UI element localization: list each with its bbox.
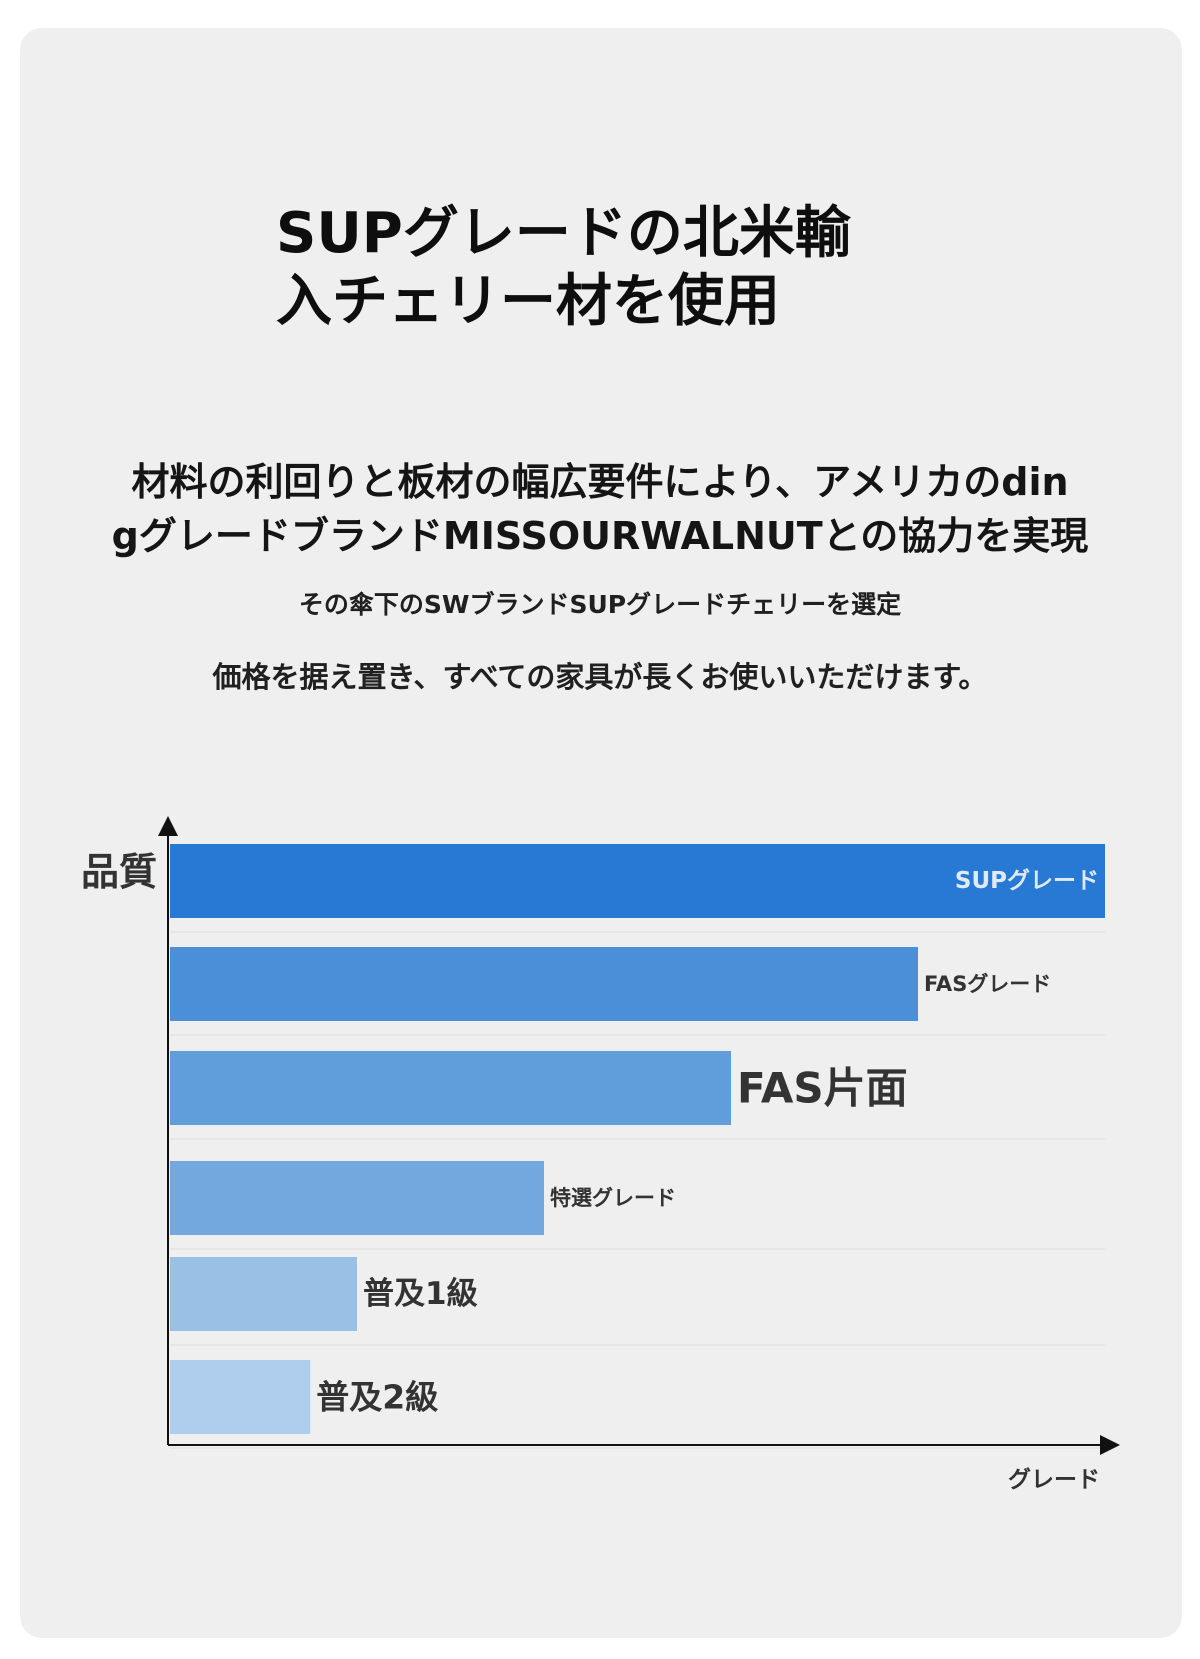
bar xyxy=(170,844,1105,918)
title-line-1: SUPグレードの北米輸 xyxy=(276,201,851,266)
bar-label: FASグレード xyxy=(924,972,1051,996)
y-axis-label: 品質 xyxy=(81,850,157,894)
note-line-1: その傘下のSWブランドSUPグレードチェリーを選定 xyxy=(298,590,902,619)
bar-label: 普及1級 xyxy=(363,1276,478,1312)
page-title: SUPグレードの北米輸 入チェリー材を使用 xyxy=(276,200,896,336)
subtitle-line-1: 材料の利回りと板材の幅広要件により、アメリカのdin xyxy=(131,460,1069,504)
bar-label: 特選グレード xyxy=(550,1186,676,1210)
bar xyxy=(170,947,918,1021)
bar-label: 普及2級 xyxy=(316,1378,438,1417)
bar xyxy=(170,1360,311,1434)
bar-label: SUPグレード xyxy=(955,867,1099,894)
bar xyxy=(170,1051,731,1125)
note-line-2: 価格を据え置き、すべての家具が長くお使いいただけます。 xyxy=(212,660,988,694)
bar-label: FAS片面 xyxy=(737,1064,908,1113)
subtitle-line-2: gグレードブランドMISSOURWALNUTとの協力を実現 xyxy=(111,514,1089,558)
bar xyxy=(170,1161,544,1235)
title-line-2: 入チェリー材を使用 xyxy=(276,269,780,334)
subtitle: 材料の利回りと板材の幅広要件により、アメリカのdin gグレードブランドMISS… xyxy=(40,455,1160,563)
x-axis-label: グレード xyxy=(1008,1466,1100,1493)
bar xyxy=(170,1257,357,1331)
